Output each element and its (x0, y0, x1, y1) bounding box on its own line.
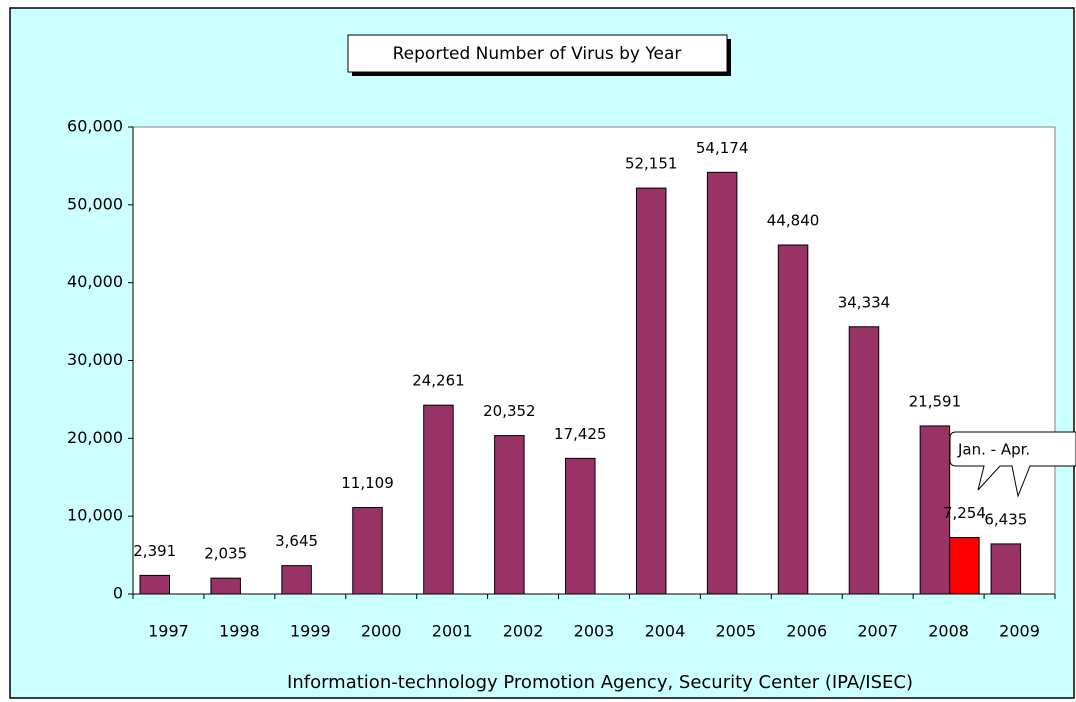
title-box (347, 34, 728, 73)
bar (494, 435, 525, 595)
data-label: 24,261 (412, 372, 465, 390)
data-label: 3,645 (275, 532, 318, 550)
bar (281, 565, 312, 595)
y-tick-label: 60,000 (67, 117, 123, 136)
y-tick-label: 30,000 (67, 350, 123, 369)
y-tick-label: 40,000 (67, 272, 123, 291)
y-tick-label: 10,000 (67, 506, 123, 525)
y-tick-label: 20,000 (67, 428, 123, 447)
data-label: 2,035 (204, 545, 247, 563)
bar (848, 326, 880, 595)
y-tick-label: 0 (113, 584, 123, 603)
x-tick-label: 2004 (645, 622, 686, 641)
data-label: 6,435 (984, 510, 1027, 528)
annotation: Jan. - Apr. (957, 441, 1030, 459)
x-tick-label: 2001 (432, 622, 473, 641)
bar (706, 171, 738, 595)
data-label: 54,174 (696, 139, 749, 157)
callout (949, 431, 1076, 498)
x-tick-label: 2008 (928, 622, 969, 641)
x-tick-label: 2000 (361, 622, 402, 641)
x-tick-label: 2009 (999, 622, 1040, 641)
x-tick-label: 2002 (503, 622, 544, 641)
bar (139, 574, 170, 595)
x-tick-label: 2003 (574, 622, 615, 641)
bar (949, 537, 980, 595)
x-tick-label: 2006 (786, 622, 827, 641)
chart-title: Reported Number of Virus by Year (393, 44, 682, 64)
data-label: 2,391 (133, 542, 176, 560)
y-tick-label: 50,000 (67, 194, 123, 213)
data-label: 44,840 (767, 211, 820, 229)
bar (210, 577, 241, 595)
data-label: 11,109 (341, 474, 394, 492)
x-tick-label: 2007 (857, 622, 898, 641)
data-label: 21,591 (909, 392, 962, 410)
bar (919, 425, 951, 595)
bar (777, 244, 809, 595)
x-tick-label: 2005 (715, 622, 756, 641)
data-label: 20,352 (483, 402, 536, 420)
x-tick-label: 1997 (148, 622, 189, 641)
x-tick-label: 1998 (219, 622, 260, 641)
bar (990, 543, 1022, 595)
data-label: 34,334 (838, 293, 891, 311)
bar (635, 187, 667, 595)
x-tick-label: 1999 (290, 622, 331, 641)
bar (565, 457, 596, 595)
data-label: 17,425 (554, 425, 607, 443)
data-label: 7,254 (943, 504, 986, 522)
source-note: Information-technology Promotion Agency,… (287, 672, 913, 693)
data-label: 52,151 (625, 155, 678, 173)
bar (423, 404, 454, 595)
bar (352, 507, 383, 595)
